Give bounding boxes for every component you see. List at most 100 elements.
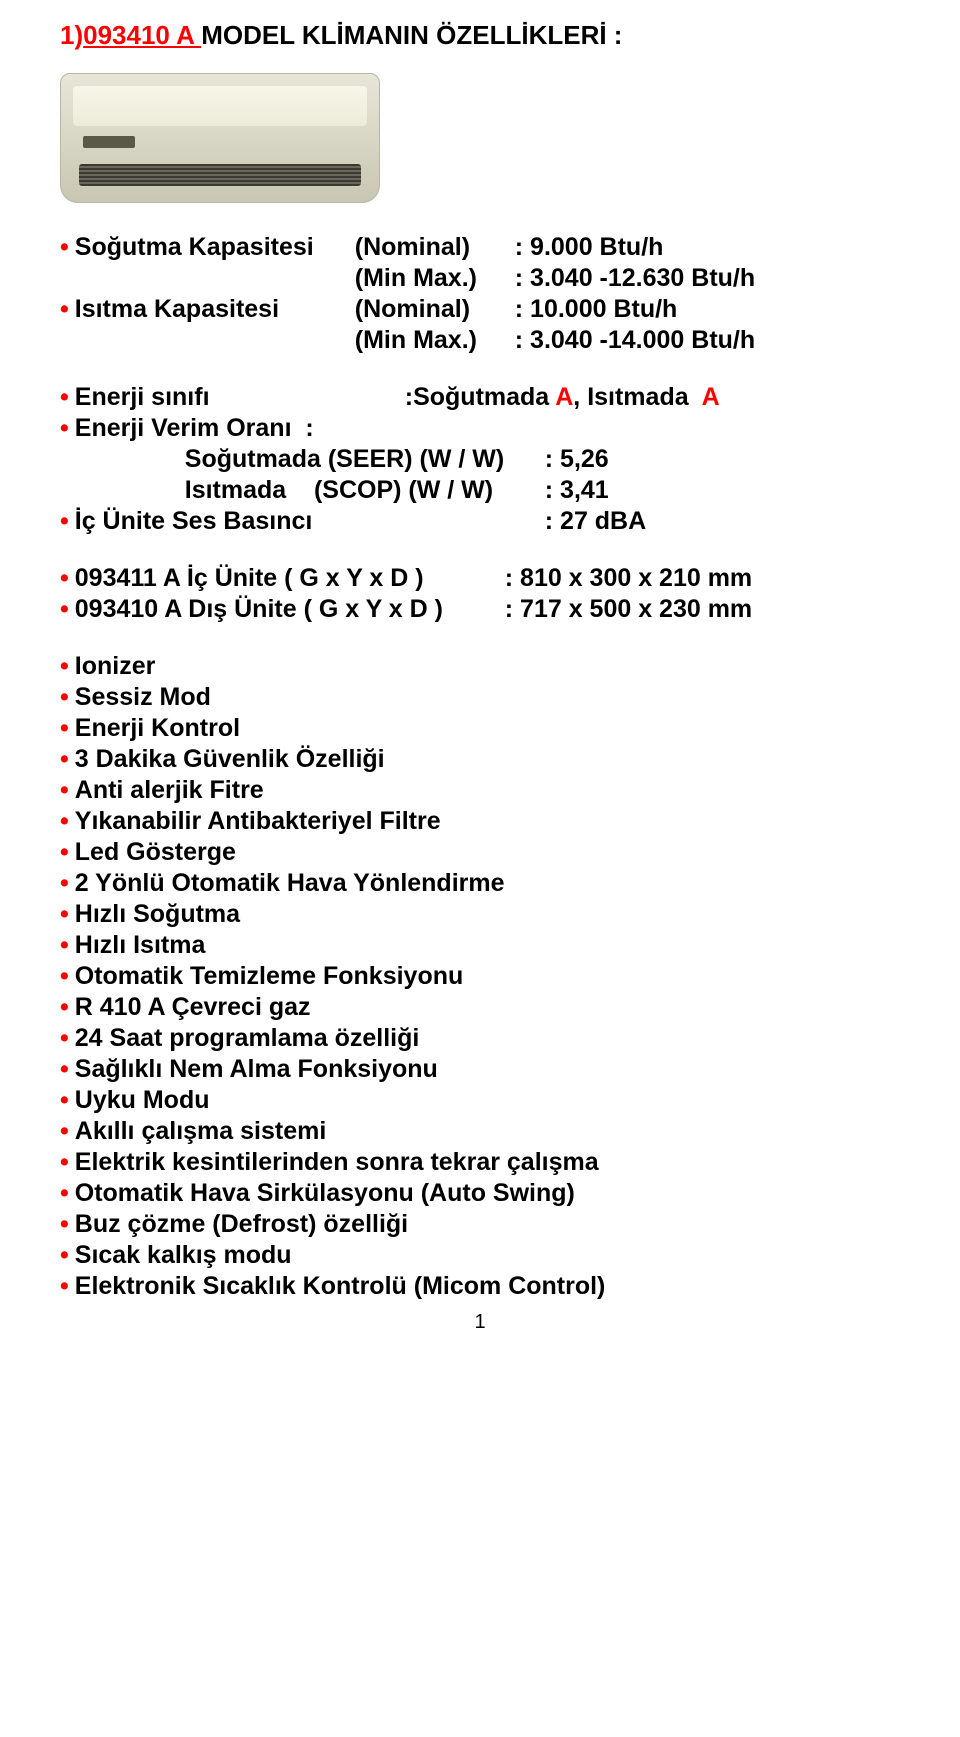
bullet-icon: • xyxy=(60,714,75,743)
outdoor-dim-row: • 093410 A Dış Ünite ( G x Y x D ) : 717… xyxy=(60,595,900,624)
cooling-range-row: • (Min Max.) : 3.040 -12.630 Btu/h xyxy=(60,264,900,293)
class-cool: A xyxy=(555,383,573,411)
ac-unit-vent xyxy=(79,164,361,186)
indoor-dim-row: • 093411 A İç Ünite ( G x Y x D ) : 810 … xyxy=(60,564,900,593)
feature-item: •Sessiz Mod xyxy=(60,683,900,712)
indoor-dim-val: : 810 x 300 x 210 mm xyxy=(505,564,752,593)
feature-text: 2 Yönlü Otomatik Hava Yönlendirme xyxy=(75,869,505,898)
heating-range-row: • (Min Max.) : 3.040 -14.000 Btu/h xyxy=(60,326,900,355)
feature-text: Sessiz Mod xyxy=(75,683,211,712)
feature-item: •Sağlıklı Nem Alma Fonksiyonu xyxy=(60,1055,900,1084)
feature-text: Led Gösterge xyxy=(75,838,236,867)
ac-unit-display xyxy=(73,86,367,126)
energy-class-row: • Enerji sınıfı :Soğutmada A, Isıtmada A xyxy=(60,383,900,412)
feature-item: •3 Dakika Güvenlik Özelliği xyxy=(60,745,900,774)
energy-block: • Enerji sınıfı :Soğutmada A, Isıtmada A… xyxy=(60,383,900,536)
feature-item: •R 410 A Çevreci gaz xyxy=(60,993,900,1022)
features-list: •Ionizer•Sessiz Mod•Enerji Kontrol•3 Dak… xyxy=(60,652,900,1301)
cooling-nominal-row: • Soğutma Kapasitesi (Nominal) : 9.000 B… xyxy=(60,233,900,262)
heating-nom-val: : 10.000 Btu/h xyxy=(515,295,678,324)
energy-ratio-label: Enerji Verim Oranı : xyxy=(75,414,314,443)
bullet-icon: • xyxy=(60,900,75,929)
feature-text: Otomatik Hava Sirkülasyonu (Auto Swing) xyxy=(75,1179,575,1208)
feature-item: •Led Gösterge xyxy=(60,838,900,867)
bullet-icon: • xyxy=(60,1179,75,1208)
feature-text: Hızlı Soğutma xyxy=(75,900,240,929)
title-rest: MODEL KLİMANIN ÖZELLİKLERİ : xyxy=(201,20,622,50)
feature-item: •Hızlı Soğutma xyxy=(60,900,900,929)
feature-text: R 410 A Çevreci gaz xyxy=(75,993,311,1022)
feature-text: Uyku Modu xyxy=(75,1086,210,1115)
ac-unit-logo xyxy=(83,136,135,148)
energy-class-val: :Soğutmada A, Isıtmada A xyxy=(405,383,720,412)
feature-item: •2 Yönlü Otomatik Hava Yönlendirme xyxy=(60,869,900,898)
feature-item: •Elektrik kesintilerinden sonra tekrar ç… xyxy=(60,1148,900,1177)
energy-ratio-row: • Enerji Verim Oranı : xyxy=(60,414,900,443)
bullet-icon: • xyxy=(60,931,75,960)
bullet-icon: • xyxy=(60,564,75,593)
bullet-icon: • xyxy=(60,595,75,624)
cooling-range-spacer xyxy=(75,264,355,293)
feature-item: •Yıkanabilir Antibakteriyel Filtre xyxy=(60,807,900,836)
bullet-icon: • xyxy=(60,1055,75,1084)
bullet-icon: • xyxy=(60,1210,75,1239)
feature-text: Hızlı Isıtma xyxy=(75,931,206,960)
bullet-icon: • xyxy=(60,652,75,681)
feature-item: •Elektronik Sıcaklık Kontrolü (Micom Con… xyxy=(60,1272,900,1301)
sound-label: İç Ünite Ses Basıncı xyxy=(75,507,545,536)
bullet-icon: • xyxy=(60,414,75,443)
bullet-icon: • xyxy=(60,1272,75,1301)
bullet-icon: • xyxy=(60,1024,75,1053)
feature-text: Akıllı çalışma sistemi xyxy=(75,1117,327,1146)
seer-indent xyxy=(75,445,185,474)
bullet-icon: • xyxy=(60,838,75,867)
feature-item: •Sıcak kalkış modu xyxy=(60,1241,900,1270)
feature-text: Anti alerjik Fitre xyxy=(75,776,264,805)
bullet-icon: • xyxy=(60,962,75,991)
page-title: 1)093410 A MODEL KLİMANIN ÖZELLİKLERİ : xyxy=(60,20,900,51)
feature-text: Ionizer xyxy=(75,652,156,681)
class-prefix: :Soğutmada xyxy=(405,383,555,411)
cooling-range-val: : 3.040 -12.630 Btu/h xyxy=(515,264,755,293)
feature-item: •Otomatik Hava Sirkülasyonu (Auto Swing) xyxy=(60,1179,900,1208)
feature-item: •Enerji Kontrol xyxy=(60,714,900,743)
feature-item: •Uyku Modu xyxy=(60,1086,900,1115)
bullet-icon: • xyxy=(60,1117,75,1146)
energy-class-label: Enerji sınıfı xyxy=(75,383,405,412)
bullet-icon: • xyxy=(60,807,75,836)
outdoor-dim-val: : 717 x 500 x 230 mm xyxy=(505,595,752,624)
cooling-nom-val: : 9.000 Btu/h xyxy=(515,233,664,262)
bullet-icon: • xyxy=(60,993,75,1022)
feature-text: Enerji Kontrol xyxy=(75,714,240,743)
sound-row: • İç Ünite Ses Basıncı : 27 dBA xyxy=(60,507,900,536)
ac-unit-image xyxy=(60,73,380,203)
indoor-dim-label: 093411 A İç Ünite ( G x Y x D ) xyxy=(75,564,505,593)
feature-item: •Otomatik Temizleme Fonksiyonu xyxy=(60,962,900,991)
bullet-icon: • xyxy=(60,295,75,324)
feature-text: 24 Saat programlama özelliği xyxy=(75,1024,420,1053)
heating-range-val: : 3.040 -14.000 Btu/h xyxy=(515,326,755,355)
feature-text: Sağlıklı Nem Alma Fonksiyonu xyxy=(75,1055,438,1084)
feature-text: Elektronik Sıcaklık Kontrolü (Micom Cont… xyxy=(75,1272,606,1301)
cooling-nom-paren: (Nominal) xyxy=(355,233,515,262)
heating-nominal-row: • Isıtma Kapasitesi (Nominal) : 10.000 B… xyxy=(60,295,900,324)
bullet-icon: • xyxy=(60,683,75,712)
feature-text: Yıkanabilir Antibakteriyel Filtre xyxy=(75,807,441,836)
title-model: 093410 A xyxy=(83,20,201,50)
heating-range-paren: (Min Max.) xyxy=(355,326,515,355)
outdoor-dim-label: 093410 A Dış Ünite ( G x Y x D ) xyxy=(75,595,505,624)
feature-item: •Ionizer xyxy=(60,652,900,681)
feature-item: •24 Saat programlama özelliği xyxy=(60,1024,900,1053)
feature-item: •Anti alerjik Fitre xyxy=(60,776,900,805)
seer-val: : 5,26 xyxy=(545,445,609,474)
feature-item: •Akıllı çalışma sistemi xyxy=(60,1117,900,1146)
bullet-icon: • xyxy=(60,507,75,536)
bullet-icon: • xyxy=(60,1241,75,1270)
sound-val: : 27 dBA xyxy=(545,507,646,536)
feature-item: •Buz çözme (Defrost) özelliği xyxy=(60,1210,900,1239)
title-prefix: 1) xyxy=(60,20,83,50)
bullet-icon: • xyxy=(60,1148,75,1177)
seer-label: Soğutmada (SEER) (W / W) xyxy=(185,445,545,474)
feature-text: 3 Dakika Güvenlik Özelliği xyxy=(75,745,385,774)
bullet-icon: • xyxy=(60,745,75,774)
